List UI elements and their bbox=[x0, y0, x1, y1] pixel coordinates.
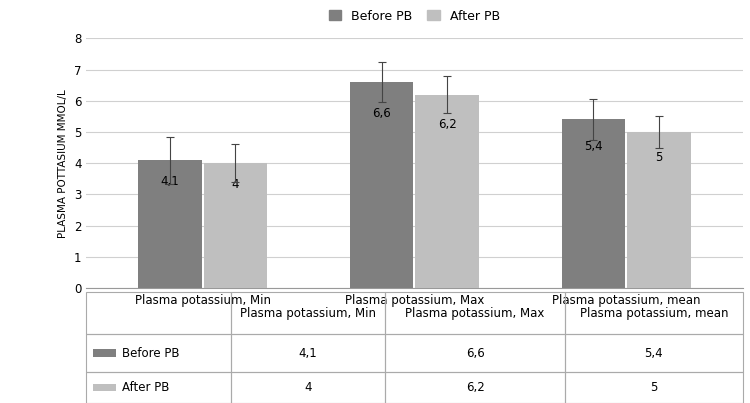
Bar bbox=[231, 292, 385, 334]
Bar bbox=[204, 163, 267, 288]
Bar bbox=[562, 119, 625, 288]
Text: 4: 4 bbox=[232, 178, 239, 191]
Text: 4: 4 bbox=[304, 381, 311, 394]
Text: Plasma potassium, Max: Plasma potassium, Max bbox=[406, 307, 544, 320]
Bar bbox=[138, 160, 202, 288]
Text: Plasma potassium, mean: Plasma potassium, mean bbox=[580, 307, 728, 320]
Text: Before PB: Before PB bbox=[122, 347, 180, 359]
Bar bbox=[86, 292, 231, 334]
Text: 5,4: 5,4 bbox=[584, 140, 602, 153]
Text: 5: 5 bbox=[650, 381, 658, 394]
Text: Plasma potassium, Min: Plasma potassium, Min bbox=[240, 307, 376, 320]
Text: 6,6: 6,6 bbox=[466, 347, 484, 359]
Bar bbox=[385, 292, 566, 334]
Bar bbox=[93, 384, 116, 391]
Bar bbox=[350, 82, 413, 288]
Text: 4,1: 4,1 bbox=[298, 347, 317, 359]
Bar bbox=[86, 372, 231, 403]
Bar bbox=[627, 132, 691, 288]
Text: After PB: After PB bbox=[122, 381, 170, 394]
Y-axis label: PLASMA POTTASIUM MMOL/L: PLASMA POTTASIUM MMOL/L bbox=[58, 89, 68, 238]
Bar bbox=[566, 372, 742, 403]
Bar bbox=[416, 94, 479, 288]
Bar bbox=[566, 292, 742, 334]
Text: 5: 5 bbox=[656, 151, 662, 164]
Legend: Before PB, After PB: Before PB, After PB bbox=[324, 4, 505, 27]
Bar bbox=[231, 372, 385, 403]
Bar bbox=[385, 334, 566, 372]
Bar bbox=[93, 349, 116, 357]
Text: 6,2: 6,2 bbox=[438, 118, 457, 131]
Bar bbox=[385, 372, 566, 403]
Text: 6,2: 6,2 bbox=[466, 381, 484, 394]
Text: 5,4: 5,4 bbox=[644, 347, 663, 359]
Bar bbox=[86, 334, 231, 372]
Bar bbox=[231, 334, 385, 372]
Bar bbox=[566, 334, 742, 372]
Text: 6,6: 6,6 bbox=[372, 107, 391, 120]
Text: 4,1: 4,1 bbox=[160, 175, 179, 189]
